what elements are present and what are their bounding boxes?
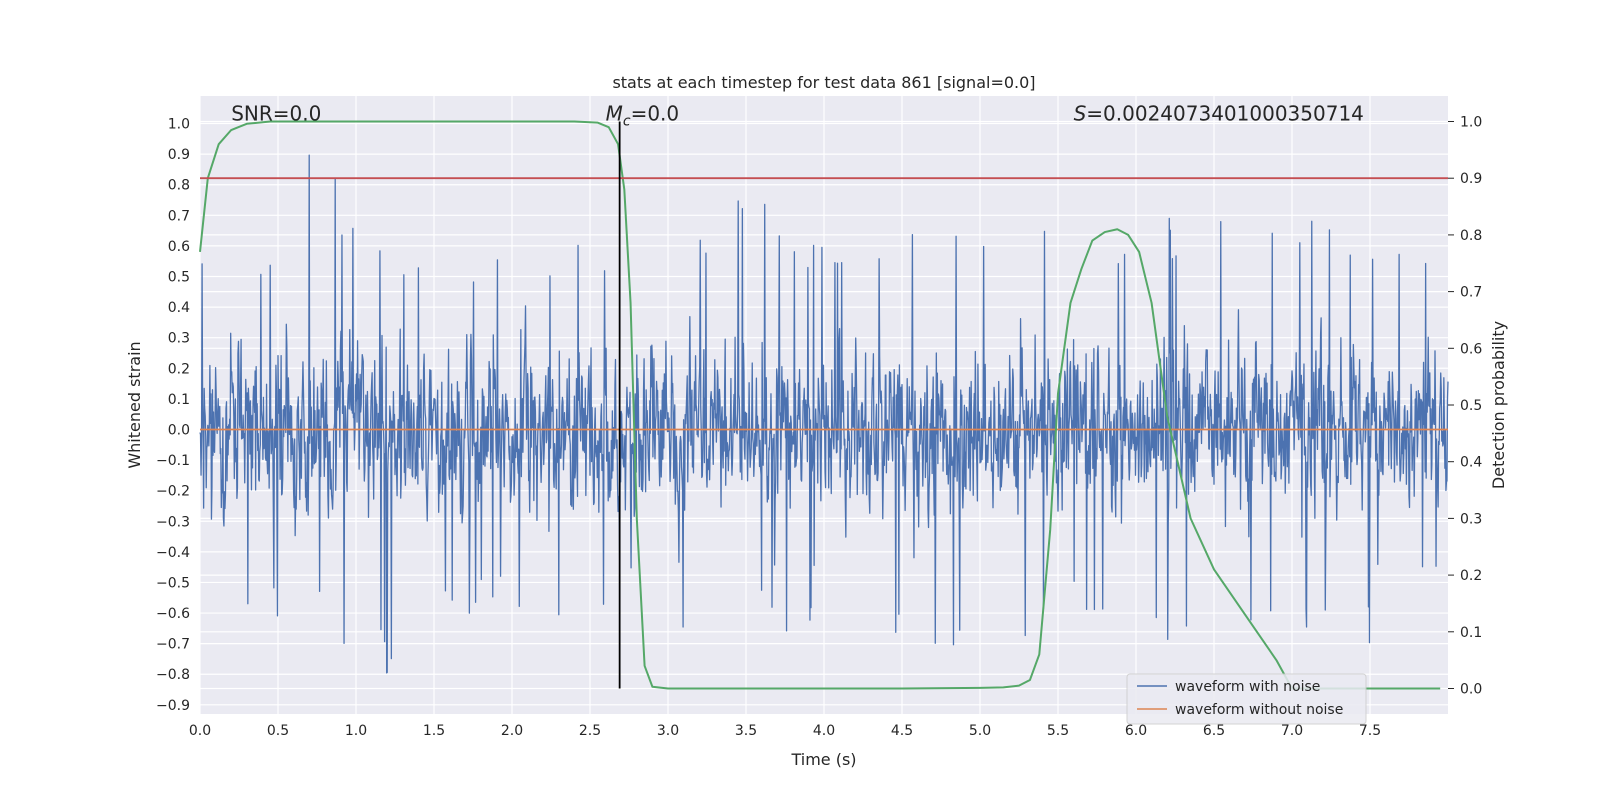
- y-tick-label-right: 0.5: [1460, 398, 1482, 414]
- y-tick-label-right: 1.0: [1460, 115, 1482, 131]
- y-tick-label-left: −0.3: [156, 514, 190, 530]
- y-tick-label-left: 0.8: [168, 178, 190, 194]
- x-tick-label: 5.5: [1047, 723, 1069, 739]
- y-tick-label-left: 0.9: [168, 147, 190, 163]
- y-tick-label-left: −0.5: [156, 575, 190, 591]
- chirp-mass-annotation: Mc=0.0: [606, 102, 680, 130]
- x-tick-label: 3.5: [735, 723, 757, 739]
- stat-annotation: S=0.0024073401000350714: [1074, 102, 1364, 126]
- y-tick-label-left: −0.6: [156, 606, 190, 622]
- legend-label-waveform-with-noise: waveform with noise: [1175, 679, 1320, 695]
- y-tick-label-left: −0.9: [156, 698, 190, 714]
- waveform-with-noise-series: [199, 154, 1449, 674]
- y-tick-label-right: 0.1: [1460, 625, 1482, 641]
- x-tick-label: 1.5: [423, 723, 445, 739]
- y-tick-label-right: 0.8: [1460, 228, 1482, 244]
- y-tick-label-right: 0.9: [1460, 171, 1482, 187]
- legend-label-waveform-without-noise: waveform without noise: [1175, 702, 1343, 718]
- legend-box: [1126, 673, 1367, 725]
- tick-labels: 0.0 0.5 1.0 1.5 2.0 2.5 3.0 3.5 4.0 4.5 5.0 5.5 6.0 6…: [156, 115, 1482, 739]
- y-tick-label-left: −0.7: [156, 637, 190, 653]
- x-tick-label: 4.5: [891, 723, 913, 739]
- y-tick-label-left: 0.6: [168, 239, 190, 255]
- x-tick-label: 3.0: [657, 723, 679, 739]
- x-tick-label: 0.5: [267, 723, 289, 739]
- y-tick-label-left: −0.2: [156, 484, 190, 500]
- annotations: SNR=0.0 Mc=0.0 S=0.0024073401000350714: [231, 102, 1364, 130]
- y-tick-label-left: −0.1: [156, 453, 190, 469]
- snr-annotation: SNR=0.0: [231, 102, 321, 126]
- y-tick-label-left: −0.4: [156, 545, 190, 561]
- x-tick-label: 6.5: [1203, 723, 1225, 739]
- x-tick-label: 1.0: [345, 723, 367, 739]
- y-tick-label-right: 0.4: [1460, 455, 1482, 471]
- y-tick-label-left: 0.2: [168, 361, 190, 377]
- y-tick-label-left: −0.8: [156, 667, 190, 683]
- y-tick-label-left: 0.1: [168, 392, 190, 408]
- x-tick-label: 7.0: [1281, 723, 1303, 739]
- x-axis-label: Time (s): [790, 750, 856, 769]
- y-tick-label-left: 1.0: [168, 117, 190, 133]
- x-tick-label: 7.5: [1359, 723, 1381, 739]
- x-tick-label: 4.0: [813, 723, 835, 739]
- y-tick-label-left: 0.7: [168, 208, 190, 224]
- x-tick-label: 5.0: [969, 723, 991, 739]
- x-tick-label: 2.5: [579, 723, 601, 739]
- y-tick-label-right: 0.6: [1460, 341, 1482, 357]
- y-tick-label-left: 0.4: [168, 300, 190, 316]
- y-tick-label-right: 0.2: [1460, 568, 1482, 584]
- y-tick-label-left: 0.5: [168, 270, 190, 286]
- waveform-with-noise-line: [199, 154, 1449, 674]
- y-tick-label-left: 0.3: [168, 331, 190, 347]
- chart-title: stats at each timestep for test data 861…: [612, 73, 1035, 92]
- y-tick-label-left: 0.0: [168, 422, 190, 438]
- detection-probability-line: [199, 120, 1441, 690]
- y-tick-label-right: 0.7: [1460, 285, 1482, 301]
- y-tick-label-right: 0.0: [1460, 681, 1482, 697]
- y-tick-label-right: 0.3: [1460, 511, 1482, 527]
- y-axis-label-left: Whitened strain: [125, 341, 144, 468]
- legend: waveform with noise waveform without noi…: [1126, 673, 1367, 725]
- y-axis-label-right: Detection probability: [1489, 321, 1508, 489]
- x-tick-label: 0.0: [189, 723, 211, 739]
- x-tick-label: 2.0: [501, 723, 523, 739]
- overlay-lines: [199, 120, 1448, 690]
- x-tick-label: 6.0: [1125, 723, 1147, 739]
